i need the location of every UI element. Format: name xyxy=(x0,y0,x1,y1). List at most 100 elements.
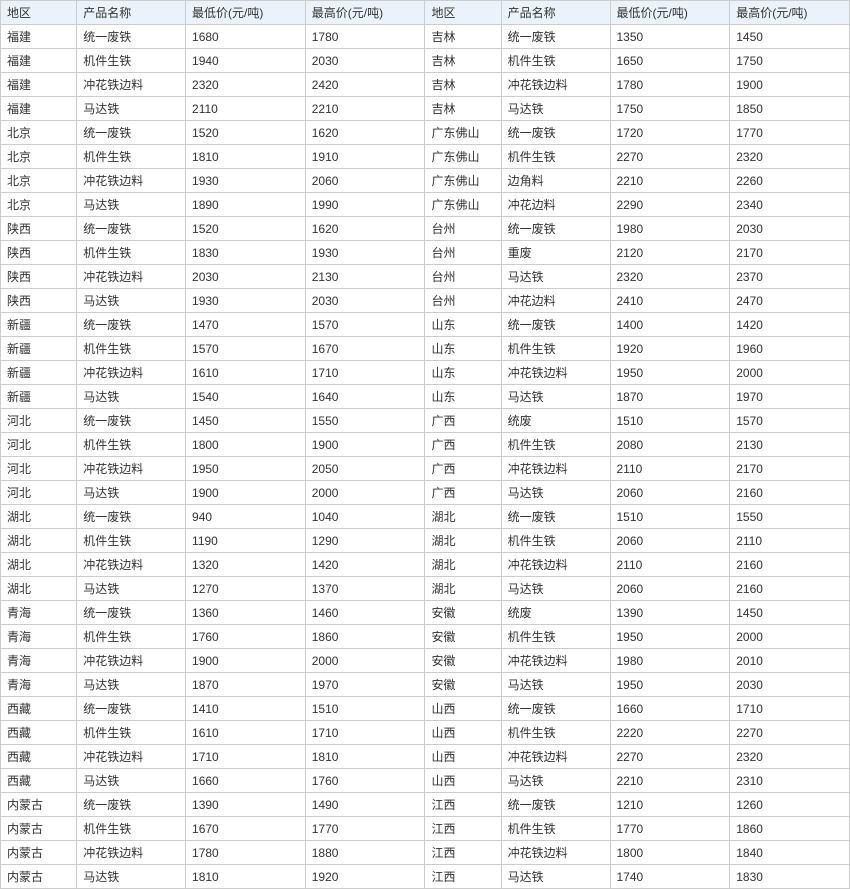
table-cell: 机件生铁 xyxy=(501,433,610,457)
table-cell: 广东佛山 xyxy=(425,193,501,217)
table-cell: 机件生铁 xyxy=(501,337,610,361)
table-row: 北京机件生铁18101910广东佛山机件生铁22702320 xyxy=(1,145,850,169)
table-cell: 1900 xyxy=(186,649,306,673)
table-cell: 2060 xyxy=(305,169,425,193)
table-cell: 1910 xyxy=(305,145,425,169)
table-cell: 1520 xyxy=(186,121,306,145)
table-cell: 湖北 xyxy=(1,505,77,529)
table-row: 福建冲花铁边料23202420吉林冲花铁边料17801900 xyxy=(1,73,850,97)
table-cell: 1810 xyxy=(305,745,425,769)
table-cell: 冲花铁边料 xyxy=(77,73,186,97)
table-cell: 1660 xyxy=(186,769,306,793)
table-row: 新疆统一废铁14701570山东统一废铁14001420 xyxy=(1,313,850,337)
col-high-left: 最高价(元/吨) xyxy=(305,1,425,25)
table-cell: 1190 xyxy=(186,529,306,553)
table-cell: 广西 xyxy=(425,409,501,433)
table-cell: 2130 xyxy=(730,433,850,457)
table-cell: 2030 xyxy=(305,49,425,73)
table-cell: 1990 xyxy=(305,193,425,217)
table-row: 北京统一废铁15201620广东佛山统一废铁17201770 xyxy=(1,121,850,145)
table-cell: 1460 xyxy=(305,601,425,625)
table-cell: 马达铁 xyxy=(77,865,186,889)
table-cell: 2260 xyxy=(730,169,850,193)
table-cell: 1670 xyxy=(186,817,306,841)
col-product-right: 产品名称 xyxy=(501,1,610,25)
table-cell: 1260 xyxy=(730,793,850,817)
table-cell: 机件生铁 xyxy=(77,241,186,265)
table-cell: 1810 xyxy=(186,145,306,169)
table-cell: 2030 xyxy=(186,265,306,289)
table-cell: 陕西 xyxy=(1,265,77,289)
table-cell: 2000 xyxy=(305,481,425,505)
table-cell: 1740 xyxy=(610,865,730,889)
table-row: 北京马达铁18901990广东佛山冲花边料22902340 xyxy=(1,193,850,217)
table-cell: 统一废铁 xyxy=(77,217,186,241)
table-cell: 1930 xyxy=(305,241,425,265)
table-cell: 机件生铁 xyxy=(501,529,610,553)
table-cell: 马达铁 xyxy=(501,865,610,889)
table-cell: 1570 xyxy=(730,409,850,433)
table-cell: 北京 xyxy=(1,145,77,169)
table-cell: 1390 xyxy=(186,793,306,817)
table-cell: 边角料 xyxy=(501,169,610,193)
table-cell: 新疆 xyxy=(1,337,77,361)
table-cell: 冲花铁边料 xyxy=(77,649,186,673)
table-row: 新疆马达铁15401640山东马达铁18701970 xyxy=(1,385,850,409)
table-cell: 广东佛山 xyxy=(425,169,501,193)
table-cell: 1270 xyxy=(186,577,306,601)
table-cell: 940 xyxy=(186,505,306,529)
table-cell: 冲花边料 xyxy=(501,193,610,217)
table-cell: 1760 xyxy=(305,769,425,793)
table-cell: 机件生铁 xyxy=(501,49,610,73)
table-cell: 山西 xyxy=(425,769,501,793)
table-cell: 新疆 xyxy=(1,361,77,385)
table-row: 陕西机件生铁18301930台州重废21202170 xyxy=(1,241,850,265)
table-cell: 统一废铁 xyxy=(77,409,186,433)
table-row: 河北马达铁19002000广西马达铁20602160 xyxy=(1,481,850,505)
table-cell: 冲花铁边料 xyxy=(77,457,186,481)
table-cell: 统一废铁 xyxy=(501,217,610,241)
table-cell: 2030 xyxy=(730,217,850,241)
table-cell: 山东 xyxy=(425,313,501,337)
table-cell: 2130 xyxy=(305,265,425,289)
table-cell: 冲花铁边料 xyxy=(77,361,186,385)
table-cell: 山东 xyxy=(425,361,501,385)
table-cell: 北京 xyxy=(1,169,77,193)
table-row: 福建马达铁21102210吉林马达铁17501850 xyxy=(1,97,850,121)
table-cell: 2370 xyxy=(730,265,850,289)
table-cell: 1920 xyxy=(610,337,730,361)
table-cell: 冲花铁边料 xyxy=(77,265,186,289)
table-cell: 1950 xyxy=(610,361,730,385)
table-cell: 马达铁 xyxy=(77,577,186,601)
table-cell: 1640 xyxy=(305,385,425,409)
table-cell: 1420 xyxy=(305,553,425,577)
table-cell: 统一废铁 xyxy=(501,793,610,817)
col-low-right: 最低价(元/吨) xyxy=(610,1,730,25)
table-cell: 统废 xyxy=(501,601,610,625)
table-cell: 冲花铁边料 xyxy=(77,745,186,769)
table-cell: 广西 xyxy=(425,433,501,457)
table-cell: 福建 xyxy=(1,49,77,73)
table-cell: 1710 xyxy=(305,721,425,745)
table-cell: 机件生铁 xyxy=(77,721,186,745)
table-cell: 马达铁 xyxy=(77,193,186,217)
table-cell: 重废 xyxy=(501,241,610,265)
table-cell: 1750 xyxy=(730,49,850,73)
table-cell: 2320 xyxy=(610,265,730,289)
table-cell: 马达铁 xyxy=(77,385,186,409)
table-cell: 2110 xyxy=(186,97,306,121)
col-low-left: 最低价(元/吨) xyxy=(186,1,306,25)
table-cell: 2110 xyxy=(610,457,730,481)
table-cell: 1800 xyxy=(186,433,306,457)
table-cell: 1040 xyxy=(305,505,425,529)
table-cell: 统一废铁 xyxy=(501,25,610,49)
col-high-right: 最高价(元/吨) xyxy=(730,1,850,25)
table-cell: 山西 xyxy=(425,721,501,745)
table-cell: 1830 xyxy=(730,865,850,889)
table-cell: 湖北 xyxy=(425,577,501,601)
table-cell: 2110 xyxy=(730,529,850,553)
table-cell: 1960 xyxy=(730,337,850,361)
table-cell: 1510 xyxy=(610,505,730,529)
table-row: 湖北冲花铁边料13201420湖北冲花铁边料21102160 xyxy=(1,553,850,577)
table-cell: 机件生铁 xyxy=(501,721,610,745)
